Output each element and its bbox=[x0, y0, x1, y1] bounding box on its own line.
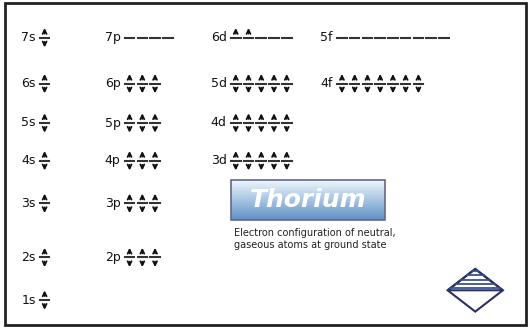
Bar bbox=[231, 185, 385, 186]
Bar bbox=[231, 194, 385, 195]
Text: 3p: 3p bbox=[105, 197, 121, 210]
Bar bbox=[231, 206, 385, 207]
Bar bbox=[231, 203, 385, 204]
Text: 2p: 2p bbox=[105, 251, 121, 264]
Bar bbox=[231, 180, 385, 220]
Bar bbox=[231, 209, 385, 210]
Bar bbox=[231, 213, 385, 214]
Bar bbox=[231, 205, 385, 206]
Bar bbox=[231, 183, 385, 184]
Text: 5d: 5d bbox=[211, 77, 227, 90]
Bar bbox=[231, 219, 385, 220]
Bar bbox=[231, 190, 385, 191]
Bar bbox=[231, 202, 385, 203]
Text: 5f: 5f bbox=[320, 31, 333, 44]
Text: gaseous atoms at ground state: gaseous atoms at ground state bbox=[234, 240, 386, 250]
Bar bbox=[231, 199, 385, 200]
Bar bbox=[231, 207, 385, 208]
Bar bbox=[231, 196, 385, 197]
Text: 1s: 1s bbox=[21, 294, 36, 307]
Text: 4f: 4f bbox=[321, 77, 333, 90]
Bar bbox=[231, 180, 385, 181]
Bar bbox=[231, 214, 385, 215]
Text: 4p: 4p bbox=[105, 154, 121, 167]
Bar bbox=[231, 186, 385, 187]
Bar bbox=[231, 188, 385, 189]
Bar bbox=[231, 208, 385, 209]
Text: 6p: 6p bbox=[105, 77, 121, 90]
Text: 5s: 5s bbox=[21, 116, 36, 130]
Bar bbox=[231, 200, 385, 201]
Bar bbox=[231, 201, 385, 202]
Bar bbox=[231, 184, 385, 185]
Bar bbox=[231, 217, 385, 218]
Bar bbox=[231, 182, 385, 183]
Text: 6d: 6d bbox=[211, 31, 227, 44]
Text: 4d: 4d bbox=[211, 116, 227, 130]
Bar bbox=[231, 215, 385, 216]
Bar bbox=[231, 198, 385, 199]
Text: Electron configuration of neutral,: Electron configuration of neutral, bbox=[234, 228, 395, 238]
Bar bbox=[231, 181, 385, 182]
Bar bbox=[231, 210, 385, 211]
Text: 7s: 7s bbox=[21, 31, 36, 44]
Bar bbox=[231, 189, 385, 190]
Bar bbox=[231, 191, 385, 192]
Text: Thorium: Thorium bbox=[250, 188, 366, 212]
Bar bbox=[231, 211, 385, 212]
Bar bbox=[231, 195, 385, 196]
Bar bbox=[231, 204, 385, 205]
Text: 2s: 2s bbox=[21, 251, 36, 264]
Bar bbox=[231, 192, 385, 193]
Bar bbox=[231, 193, 385, 194]
Text: 4s: 4s bbox=[21, 154, 36, 167]
Bar bbox=[231, 218, 385, 219]
Text: 5p: 5p bbox=[105, 116, 121, 130]
Bar bbox=[231, 216, 385, 217]
Bar bbox=[231, 187, 385, 188]
Text: 6s: 6s bbox=[21, 77, 36, 90]
Text: 3s: 3s bbox=[21, 197, 36, 210]
Text: 7p: 7p bbox=[105, 31, 121, 44]
Bar bbox=[231, 212, 385, 213]
Text: 3d: 3d bbox=[211, 154, 227, 167]
Bar bbox=[231, 197, 385, 198]
